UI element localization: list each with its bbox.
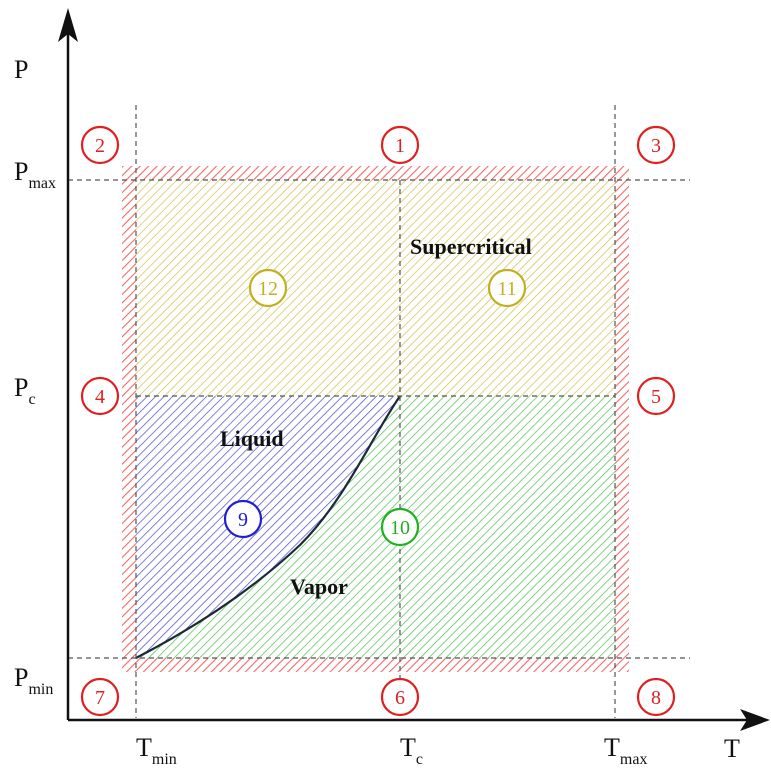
zone-marker-2: 2 (80, 125, 120, 165)
y-tick-pc: Pc (14, 373, 36, 408)
zone-circle (380, 507, 420, 547)
zone-marker-1: 1 (380, 125, 420, 165)
zone-circle (636, 125, 676, 165)
zone-circle (380, 677, 420, 717)
x-tick-tmax: Tmax (604, 733, 647, 768)
zone-circle (636, 376, 676, 416)
zone-marker-3: 3 (636, 125, 676, 165)
supercritical-label: Supercritical (410, 234, 532, 259)
zone-number: 7 (95, 687, 105, 709)
zone-marker-11: 11 (487, 268, 527, 308)
zone-marker-7: 7 (80, 677, 120, 717)
zone-circle (636, 677, 676, 717)
zone-number: 2 (95, 135, 105, 157)
zone-circle (380, 125, 420, 165)
zone-number: 11 (497, 278, 516, 300)
zone-number: 4 (95, 386, 105, 408)
liquid-region (136, 396, 400, 658)
zone-marker-10: 10 (380, 507, 420, 547)
supercritical-region (136, 180, 615, 396)
x-axis-arrow (740, 709, 770, 731)
zone-circle (80, 376, 120, 416)
zone-marker-12: 12 (248, 268, 288, 308)
zone-marker-5: 5 (636, 376, 676, 416)
zone-number: 12 (258, 278, 278, 300)
y-axis-arrow (58, 8, 78, 42)
zone-circle (487, 268, 527, 308)
saturation-curve (135, 395, 401, 659)
zone-marker-9: 9 (223, 499, 263, 539)
x-tick-tmin: Tmin (136, 733, 177, 768)
zone-circle (248, 268, 288, 308)
y-tick-pmin: Pmin (14, 663, 53, 698)
zone-number: 8 (651, 687, 661, 709)
zone-marker-6: 6 (380, 677, 420, 717)
zone-number: 3 (651, 135, 661, 157)
zone-circle (223, 499, 263, 539)
y-axis-label: P (14, 55, 28, 84)
x-axis-label: T (724, 734, 740, 763)
zone-marker-8: 8 (636, 677, 676, 717)
zone-number: 1 (395, 135, 405, 157)
zone-number: 9 (238, 509, 248, 531)
y-tick-pmax: Pmax (14, 157, 56, 192)
liquid-label: Liquid (220, 426, 284, 451)
axes (66, 25, 755, 722)
x-tick-tc: Tc (400, 733, 423, 768)
zone-number: 10 (390, 517, 410, 539)
zone-number: 5 (651, 386, 661, 408)
zone-marker-4: 4 (80, 376, 120, 416)
zone-circle (80, 125, 120, 165)
guide-lines (68, 105, 690, 718)
zone-number: 6 (395, 687, 405, 709)
zone-circle (80, 677, 120, 717)
vapor-label: Vapor (290, 574, 348, 599)
